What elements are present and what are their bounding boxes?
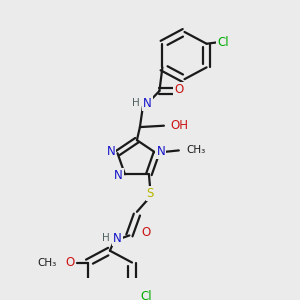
Text: OH: OH <box>170 119 188 132</box>
Text: O: O <box>65 256 74 269</box>
Text: N: N <box>114 169 123 182</box>
Text: CH₃: CH₃ <box>186 146 206 155</box>
Text: CH₃: CH₃ <box>38 257 57 268</box>
Text: O: O <box>174 83 184 96</box>
Text: N: N <box>143 97 152 110</box>
Text: N: N <box>156 145 165 158</box>
Text: O: O <box>141 226 151 239</box>
Text: H: H <box>102 233 110 243</box>
Text: N: N <box>113 232 122 245</box>
Text: H: H <box>132 98 140 109</box>
Text: Cl: Cl <box>141 290 152 300</box>
Text: N: N <box>106 145 115 158</box>
Text: S: S <box>147 187 154 200</box>
Text: Cl: Cl <box>217 36 229 49</box>
